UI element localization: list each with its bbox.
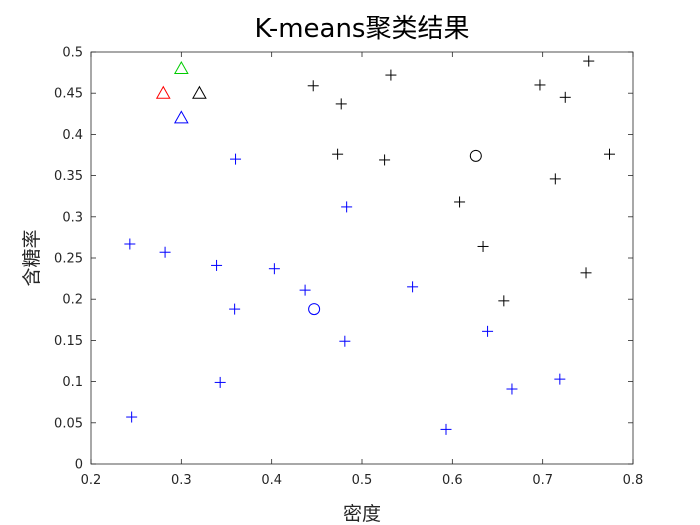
- plus-marker: [534, 79, 545, 90]
- x-tick-label: 0.7: [532, 473, 553, 488]
- plus-marker: [554, 374, 565, 385]
- y-axis-label: 含糖率: [21, 229, 43, 286]
- y-tick-label: 0.15: [54, 334, 83, 349]
- plus-marker: [454, 196, 465, 207]
- plus-marker: [336, 98, 347, 109]
- y-tick-label: 0.1: [62, 375, 83, 390]
- plus-marker: [339, 336, 350, 347]
- plot-axes: [91, 52, 633, 464]
- plus-marker: [124, 238, 135, 249]
- y-tick-label: 0.35: [54, 169, 83, 184]
- centroid-circle: [309, 304, 320, 315]
- plus-marker: [441, 424, 452, 435]
- x-tick-label: 0.8: [623, 473, 644, 488]
- plus-marker: [604, 149, 615, 160]
- plus-marker: [308, 80, 319, 91]
- plus-marker: [341, 201, 352, 212]
- chart-title: K-means聚类结果: [255, 14, 470, 44]
- plus-marker: [379, 154, 390, 165]
- triangle-marker: [157, 87, 170, 99]
- x-tick-label: 0.6: [442, 473, 463, 488]
- x-tick-labels: 0.2 0.3 0.4 0.5 0.6 0.7 0.8: [81, 473, 644, 488]
- triangle-marker: [175, 111, 188, 123]
- triangle-marker: [175, 62, 188, 74]
- plot-frame: [91, 52, 633, 464]
- plus-marker: [269, 263, 280, 274]
- x-tick-label: 0.4: [261, 473, 282, 488]
- x-tick-label: 0.2: [81, 473, 102, 488]
- y-tick-label: 0.25: [54, 252, 83, 267]
- y-tick-label: 0.3: [62, 210, 83, 225]
- plus-marker: [300, 285, 311, 296]
- y-tick-labels: 0 0.05 0.1 0.15 0.2 0.25 0.3 0.35 0.4 0.45 0.5: [54, 46, 83, 473]
- plus-marker: [482, 326, 493, 337]
- x-tick-label: 0.3: [171, 473, 192, 488]
- plus-marker: [478, 241, 489, 252]
- y-tick-label: 0: [75, 458, 83, 473]
- plus-marker: [229, 304, 240, 315]
- centroid-circle: [470, 150, 481, 161]
- y-tick-label: 0.2: [62, 293, 83, 308]
- plus-marker: [230, 154, 241, 165]
- plus-marker: [160, 247, 171, 258]
- plus-marker: [550, 173, 561, 184]
- x-axis-label: 密度: [343, 503, 381, 525]
- plus-marker: [498, 295, 509, 306]
- y-tick-label: 0.05: [54, 416, 83, 431]
- plus-marker: [332, 149, 343, 160]
- plus-marker: [215, 377, 226, 388]
- plus-marker: [211, 260, 222, 271]
- plus-marker: [407, 281, 418, 292]
- plus-marker: [581, 267, 592, 278]
- y-tick-label: 0.45: [54, 87, 83, 102]
- plus-marker: [560, 92, 571, 103]
- plus-marker: [126, 412, 137, 423]
- y-tick-label: 0.5: [62, 46, 83, 61]
- plus-marker: [385, 70, 396, 81]
- y-tick-label: 0.4: [62, 128, 83, 143]
- plus-marker: [506, 384, 517, 395]
- data-points: [124, 56, 615, 435]
- triangle-marker: [193, 87, 206, 99]
- plus-marker: [583, 56, 594, 67]
- x-tick-label: 0.5: [352, 473, 373, 488]
